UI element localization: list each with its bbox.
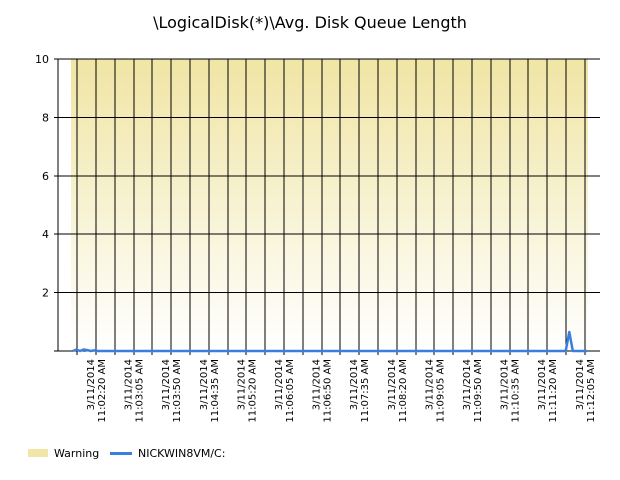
y-tick-label: 8	[42, 111, 49, 124]
warning-band	[71, 59, 588, 351]
series-line	[72, 330, 587, 353]
x-tick-label: 3/11/201411:06:05 AM	[274, 359, 296, 423]
chart-title: \LogicalDisk(*)\Avg. Disk Queue Length	[153, 13, 467, 32]
x-tick-label: 3/11/201411:05:20 AM	[236, 359, 258, 423]
legend-series-label: NICKWIN8VM/C:	[138, 446, 226, 460]
legend-series-swatch	[110, 451, 132, 455]
x-tick-label: 3/11/201411:02:20 AM	[86, 359, 108, 423]
y-tick-label: 2	[42, 287, 49, 300]
x-tick-label: 3/11/201411:08:20 AM	[387, 359, 409, 423]
legend-warning-label: Warning	[54, 446, 100, 460]
x-tick-label: 3/11/201411:03:50 AM	[161, 359, 183, 423]
y-tick-label: 4	[42, 228, 49, 241]
x-tick-label: 3/11/201411:09:05 AM	[424, 359, 446, 423]
x-tick-label: 3/11/201411:06:50 AM	[312, 359, 334, 423]
x-tick-label: 3/11/201411:11:20 AM	[537, 359, 559, 423]
y-tick-label: 10	[35, 53, 49, 66]
legend-warning: Warning	[28, 445, 99, 461]
y-tick-label: 6	[42, 170, 49, 183]
legend-series: NICKWIN8VM/C:	[110, 445, 225, 461]
x-tick-label: 3/11/201411:07:35 AM	[349, 359, 371, 423]
legend-warning-swatch	[28, 449, 48, 457]
x-tick-label: 3/11/201411:12:05 AM	[575, 359, 597, 423]
x-tick-label: 3/11/201411:09:50 AM	[462, 359, 484, 423]
x-tick-label: 3/11/201411:10:35 AM	[500, 359, 522, 423]
x-tick-label: 3/11/201411:03:05 AM	[124, 359, 146, 423]
x-tick-label: 3/11/201411:04:35 AM	[199, 359, 221, 423]
